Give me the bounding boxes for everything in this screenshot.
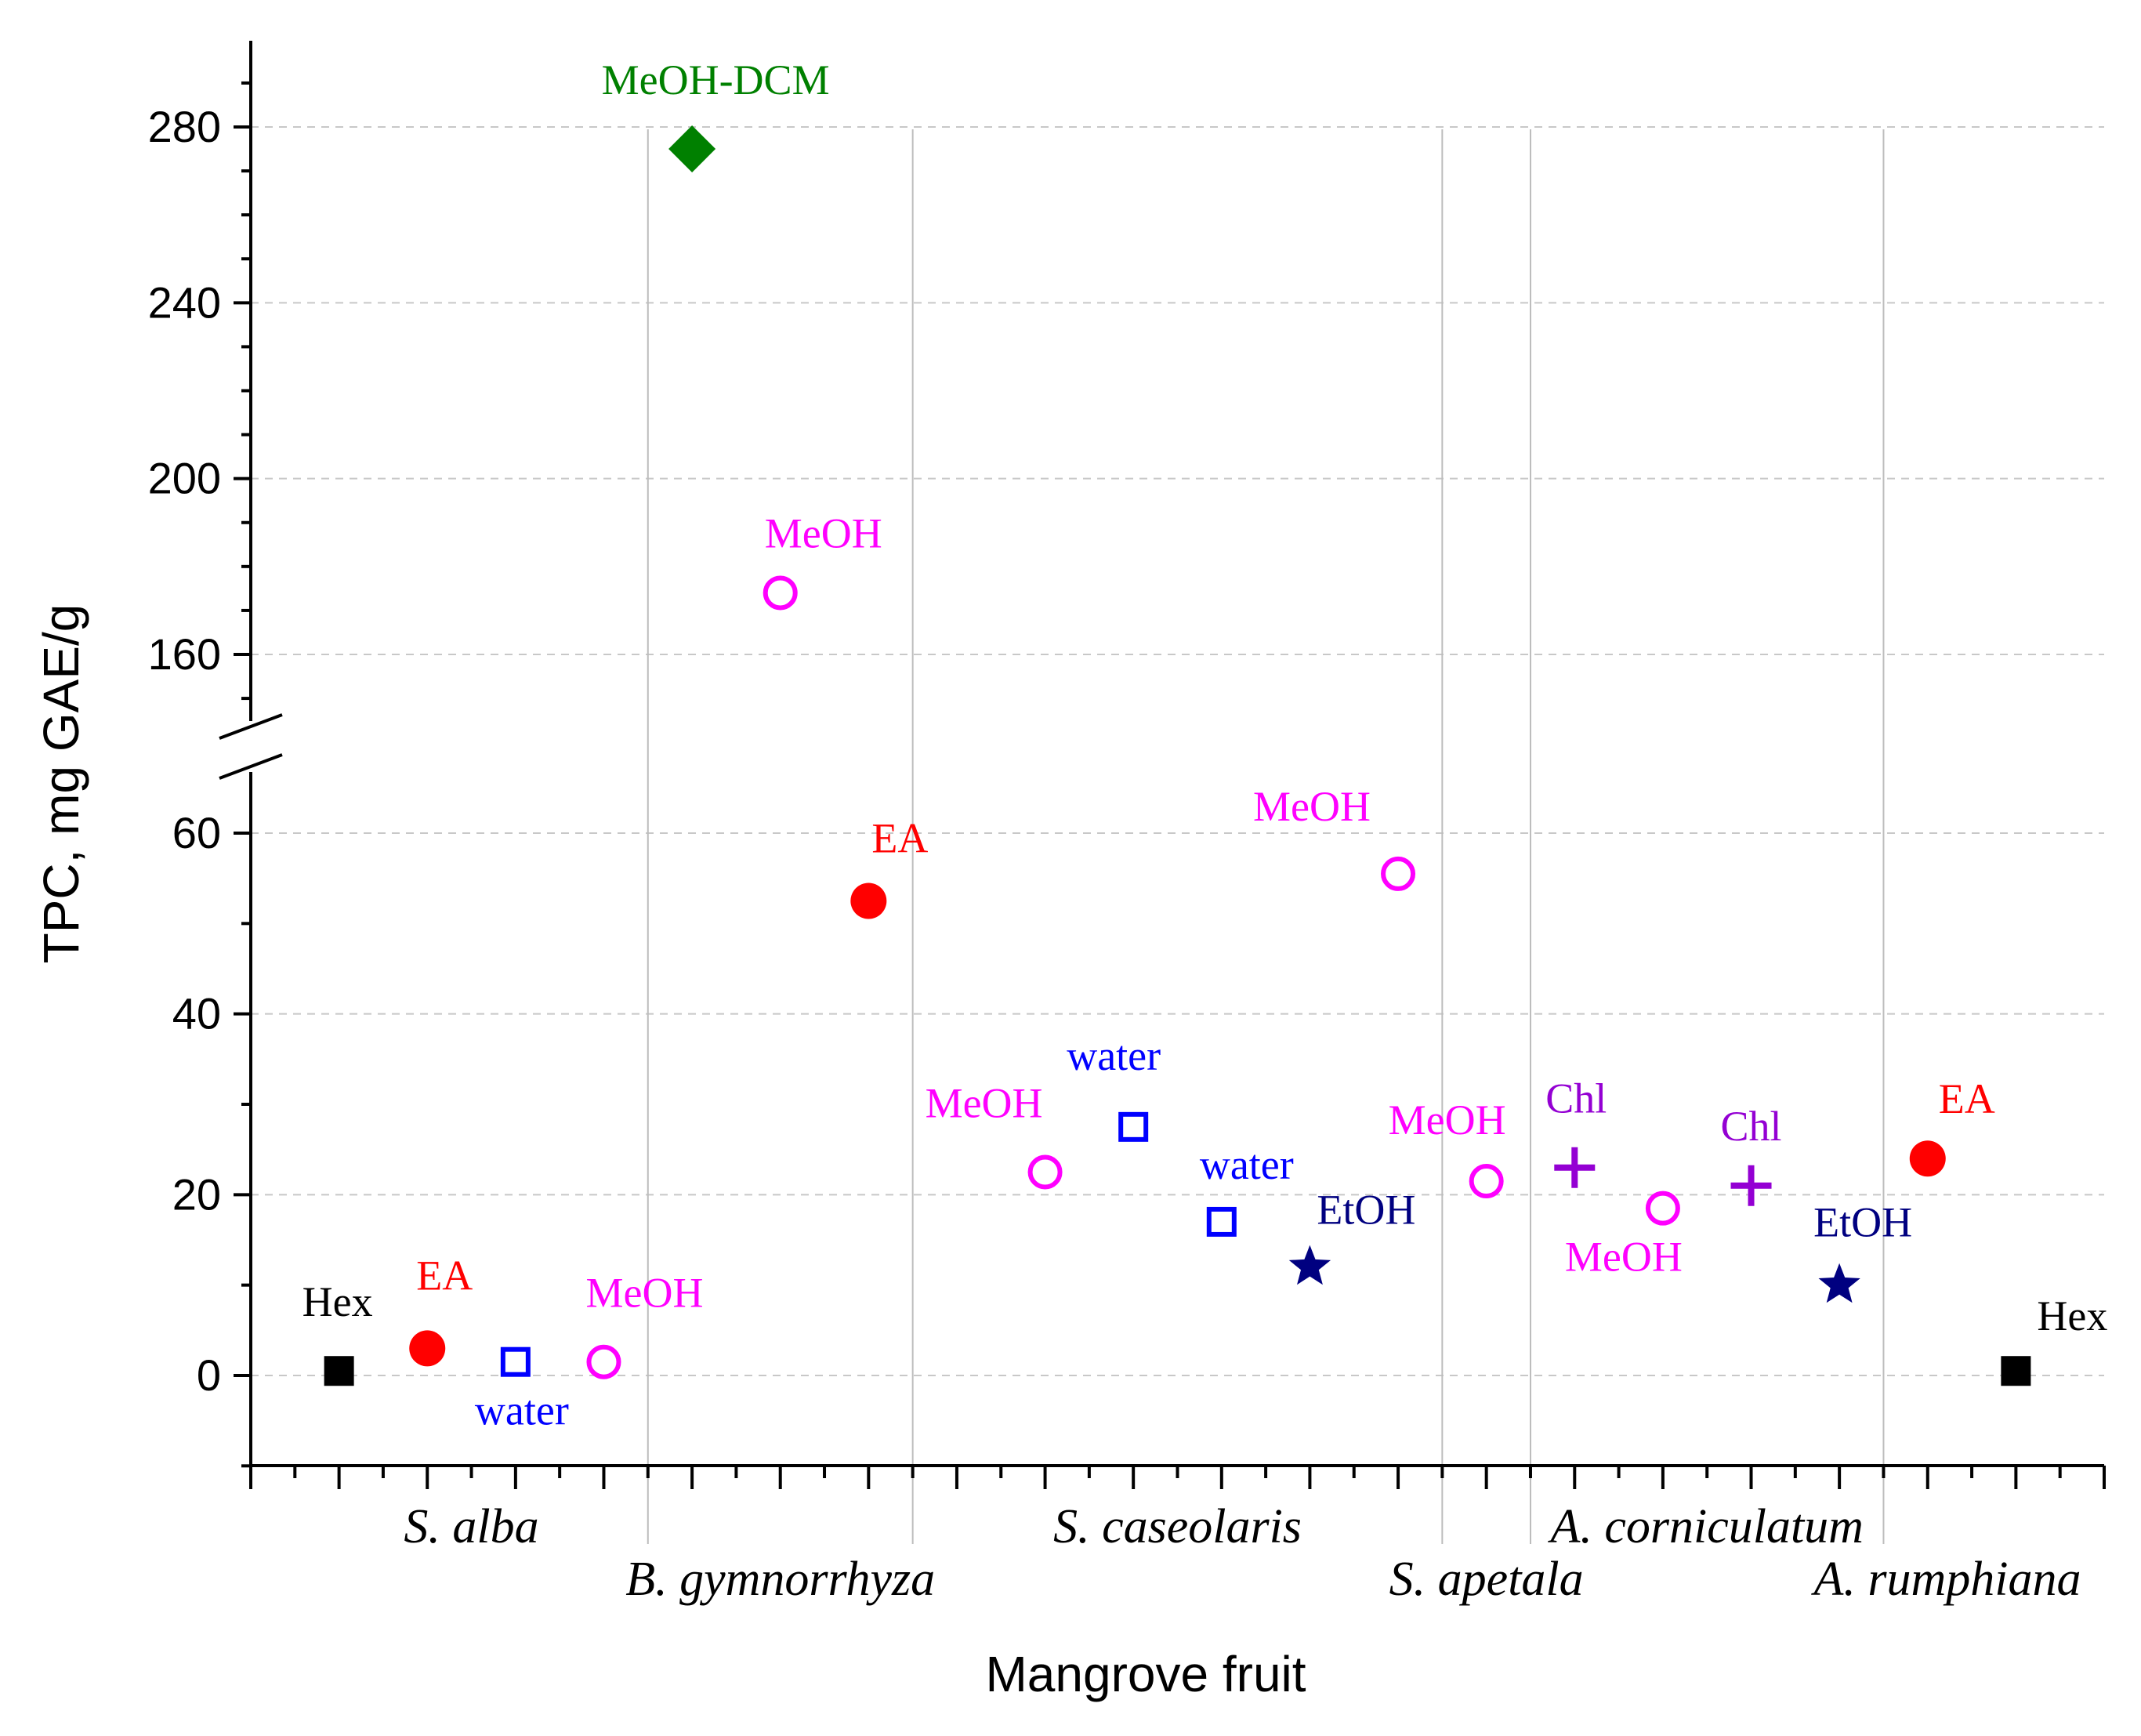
tick-labels: 0 20 40 60 160 200 240 280 [148,102,221,1400]
point-meoh-dcm-5 [668,125,716,173]
point-meoh-15 [1645,1191,1680,1226]
point-meoh-8 [1027,1154,1063,1190]
point-water-10 [1206,1206,1237,1237]
y-tick-label: 160 [148,629,221,679]
annotation-hex: Hex [2037,1292,2107,1339]
annotation-water: water [1067,1032,1161,1079]
y-tick-label: 20 [172,1169,221,1219]
point-hex-1 [324,1356,354,1386]
y-tick-label: 60 [172,808,221,857]
annotation-water: water [475,1387,569,1434]
point-water-9 [1118,1111,1149,1142]
y-tick-label: 280 [148,102,221,151]
group-label: A. corniculatum [1547,1500,1864,1553]
point-meoh-4 [586,1344,621,1379]
group-label: A. rumphiana [1811,1553,2081,1606]
group-label: S. caseolaris [1053,1500,1302,1553]
point-chl-14 [1554,1147,1596,1188]
annotation-ea: EA [416,1252,473,1299]
axes [219,41,2106,1489]
annotation-meoh: MeOH [926,1080,1043,1127]
grid-layer [251,126,2104,1376]
x-axis-title: Mangrove fruit [985,1646,1306,1702]
annotation-ea: EA [1939,1075,1995,1122]
y-tick-label: 0 [197,1350,221,1400]
annotation-water: water [1200,1141,1294,1188]
point-etoh-11 [1288,1245,1331,1285]
point-water-3 [500,1346,531,1377]
y-tick-label: 240 [148,277,221,327]
annotation-meoh: MeOH [765,509,882,556]
group-separators [647,129,1885,1544]
group-label: S. apetala [1389,1553,1584,1606]
annotation-meoh: MeOH [1389,1096,1506,1143]
point-ea-18 [1909,1140,1946,1177]
y-axis-title: TPC, mg GAE/g [33,604,89,964]
point-meoh-12 [1381,856,1416,891]
data-points [324,125,2031,1386]
point-annotations: Hex EA water MeOH MeOH-DCM MeOH EA MeOH water wat… [302,56,2108,1434]
annotation-meoh: MeOH [1565,1234,1683,1281]
annotation-etoh: EtOH [1813,1199,1912,1246]
point-ea-7 [850,882,887,919]
annotation-meoh: MeOH [1253,783,1371,830]
point-meoh-13 [1469,1164,1504,1199]
annotation-chl: Chl [1721,1103,1782,1150]
annotation-meoh: MeOH [585,1270,703,1317]
group-label: B. gymnorrhyza [625,1553,935,1606]
point-etoh-17 [1818,1263,1860,1303]
annotation-meoh-dcm: MeOH-DCM [602,56,830,103]
annotation-ea: EA [871,815,928,862]
y-tick-label: 40 [172,989,221,1038]
point-ea-2 [409,1330,446,1367]
annotation-etoh: EtOH [1317,1187,1415,1234]
group-labels: S. alba B. gymnorrhyza S. caseolaris S. ape… [404,1500,2081,1606]
group-label: S. alba [404,1500,538,1553]
annotation-hex: Hex [302,1278,373,1325]
point-meoh-6 [763,575,798,611]
annotation-chl: Chl [1545,1075,1607,1122]
point-chl-16 [1730,1165,1772,1206]
y-tick-label: 200 [148,454,221,503]
axis-break-mark [219,713,283,740]
point-hex-19 [2001,1356,2031,1386]
axis-break-mark [219,753,283,780]
